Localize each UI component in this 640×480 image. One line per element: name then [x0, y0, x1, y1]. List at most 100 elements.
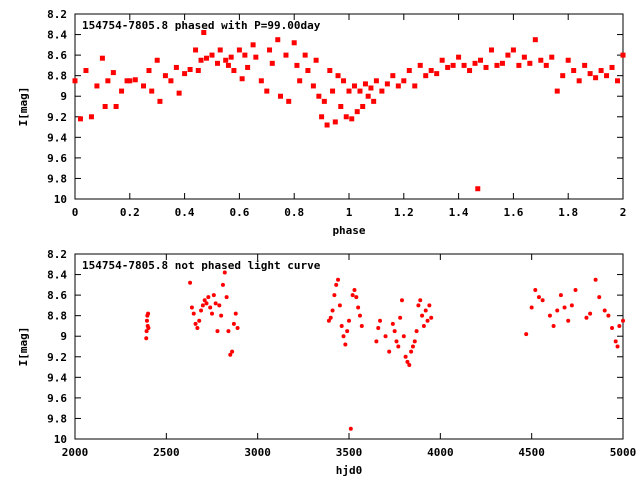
data-point	[316, 93, 322, 99]
data-point	[576, 78, 582, 84]
data-point	[231, 68, 237, 74]
data-point	[124, 78, 130, 84]
data-point	[338, 104, 344, 109]
data-point	[197, 318, 202, 323]
data-point	[113, 104, 119, 109]
data-point	[267, 47, 273, 53]
data-point	[351, 83, 357, 89]
x-tick-label: 2	[620, 206, 627, 219]
data-point	[387, 349, 392, 354]
data-point	[326, 318, 331, 323]
data-point	[345, 329, 350, 334]
data-point	[359, 323, 364, 328]
y-tick-label: 9.4	[47, 131, 67, 144]
data-point	[383, 334, 388, 339]
x-axis-label: hjd0	[336, 464, 363, 477]
data-point	[394, 339, 399, 344]
unphased-light-curve-panel: 2000 2500 3000 3500 4000 4500 5000 8.2 8.4 8.6 8.8…	[17, 248, 636, 477]
x-tick-label: 2000	[62, 446, 89, 459]
data-point	[88, 114, 94, 120]
data-point	[524, 332, 529, 337]
data-point	[176, 90, 182, 96]
y-tick-label: 8.2	[47, 8, 67, 21]
data-point	[191, 311, 196, 316]
data-point	[593, 277, 598, 282]
data-point	[245, 64, 251, 70]
data-point	[412, 83, 418, 89]
data-point	[228, 352, 233, 357]
data-point	[213, 301, 218, 306]
y-tick-label: 9.8	[47, 412, 67, 425]
data-point	[456, 54, 462, 60]
y-tick-label: 9.6	[47, 152, 67, 165]
data-point	[412, 339, 417, 344]
data-point	[573, 287, 578, 292]
data-point	[615, 344, 620, 349]
data-point	[396, 344, 401, 349]
data-point	[195, 68, 201, 74]
data-point	[99, 55, 105, 61]
x-tick-label: 2500	[153, 446, 180, 459]
x-tick-label: 1.2	[394, 206, 414, 219]
data-point	[214, 60, 220, 66]
data-point	[587, 71, 593, 77]
data-point	[346, 88, 352, 94]
data-point	[516, 62, 522, 68]
data-point	[395, 83, 401, 89]
data-point	[341, 78, 347, 84]
chart-title: 154754-7805.8 not phased light curve	[82, 259, 321, 272]
data-point	[347, 318, 351, 323]
y-tick-label: 9.4	[47, 371, 67, 384]
data-point	[350, 293, 355, 298]
data-point	[606, 313, 611, 318]
data-point	[602, 308, 607, 313]
data-point	[189, 305, 194, 310]
data-point	[319, 114, 325, 120]
data-point	[538, 57, 544, 63]
data-point	[72, 78, 78, 84]
data-point	[373, 78, 379, 84]
data-point	[499, 60, 505, 66]
data-point	[110, 70, 116, 76]
data-point	[610, 326, 615, 330]
data-point	[399, 298, 404, 303]
data-point	[162, 73, 168, 79]
data-point	[406, 68, 412, 74]
data-point	[264, 88, 270, 94]
plot-frame	[74, 13, 624, 200]
data-point	[226, 329, 231, 334]
data-point	[332, 293, 337, 298]
data-point	[328, 315, 333, 320]
data-point	[365, 93, 371, 99]
data-point	[536, 295, 541, 300]
data-point	[313, 57, 319, 63]
data-point	[343, 342, 348, 347]
data-point	[222, 270, 227, 275]
phased-light-curve-panel: 0 0.2 0.4 0.6 0.8 1 1.2 1.4 1.6 1.8 2 8.2 8.4 8.6 8.8 9…	[17, 8, 626, 237]
data-point	[348, 426, 353, 431]
y-axis-label: I[mag]	[17, 87, 30, 127]
data-point	[588, 311, 593, 316]
data-point	[527, 60, 533, 66]
y-tick-label: 9.8	[47, 172, 67, 185]
data-point	[423, 308, 428, 313]
x-tick-label: 0.4	[175, 206, 195, 219]
data-point	[204, 55, 210, 61]
data-point	[321, 98, 327, 104]
data-point	[343, 114, 349, 120]
data-point	[371, 98, 377, 104]
data-point	[239, 76, 245, 82]
data-point	[341, 334, 346, 339]
data-point	[144, 318, 149, 323]
data-point	[228, 54, 234, 60]
data-point	[310, 83, 316, 89]
data-point	[193, 321, 198, 326]
data-point	[146, 311, 151, 316]
data-point	[305, 68, 311, 74]
data-point	[206, 295, 211, 300]
data-point	[283, 52, 289, 58]
y-tick-label: 8.6	[47, 49, 67, 62]
data-point	[253, 54, 259, 60]
data-point	[560, 73, 566, 79]
